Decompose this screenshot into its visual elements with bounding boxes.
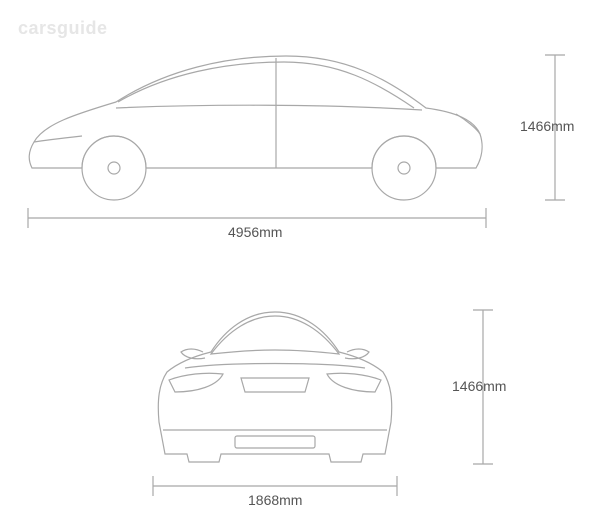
width-label: 1868mm bbox=[248, 492, 302, 508]
side-height-label: 1466mm bbox=[520, 118, 574, 134]
front-height-label: 1466mm bbox=[452, 378, 506, 394]
car-side-view bbox=[26, 50, 486, 210]
length-label: 4956mm bbox=[228, 224, 282, 240]
watermark: carsguide bbox=[18, 18, 108, 39]
car-front-view bbox=[145, 302, 405, 472]
